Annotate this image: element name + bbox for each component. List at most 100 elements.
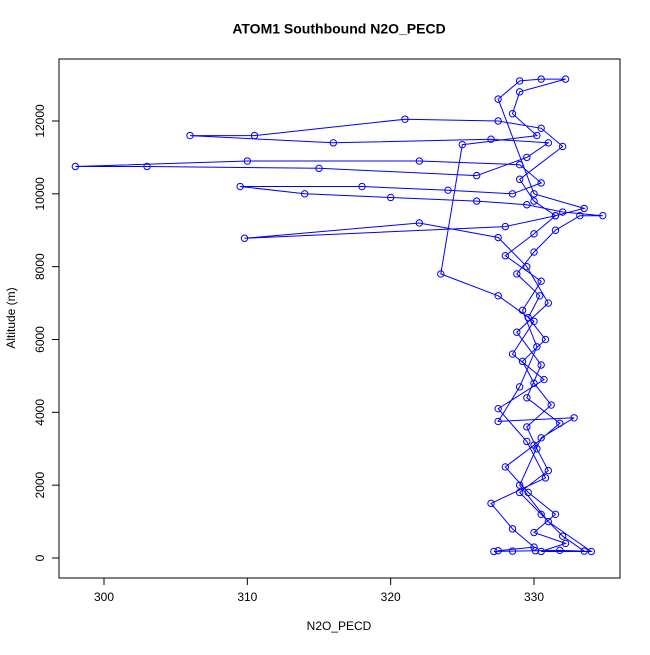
point: [524, 313, 532, 322]
y-tick-label: 12000: [33, 104, 47, 138]
point: [558, 208, 567, 216]
plot-box: [58, 58, 621, 579]
point: [501, 252, 510, 260]
point: [444, 186, 452, 194]
x-tick-label: 330: [524, 590, 544, 604]
point: [494, 117, 502, 125]
point: [508, 547, 517, 555]
point: [515, 175, 524, 183]
point: [531, 547, 540, 555]
point: [544, 299, 553, 307]
point: [472, 171, 481, 180]
point: [523, 153, 531, 162]
chart-title: ATOM1 Southbound N2O_PECD: [232, 21, 445, 37]
point: [143, 162, 151, 171]
point: [523, 423, 531, 431]
point: [533, 343, 541, 351]
point: [558, 142, 567, 151]
point: [494, 417, 502, 426]
point: [544, 466, 553, 475]
point: [494, 233, 502, 242]
point: [494, 95, 502, 103]
y-tick-label: 2000: [33, 471, 47, 498]
point: [547, 401, 555, 409]
y-tick-label: 0: [33, 554, 47, 561]
point: [71, 162, 80, 171]
point: [518, 357, 527, 366]
point: [541, 335, 550, 344]
point: [537, 547, 545, 556]
point: [523, 262, 531, 271]
point: [501, 463, 510, 471]
point: [587, 547, 596, 556]
point: [513, 270, 521, 278]
point: [508, 190, 517, 198]
y-tick-label: 4000: [33, 399, 47, 426]
point: [437, 270, 445, 278]
point: [537, 124, 545, 132]
x-tick-label: 310: [237, 590, 257, 604]
x-axis-label: N2O_PECD: [307, 619, 372, 633]
point: [515, 77, 524, 85]
point: [490, 547, 498, 556]
point: [556, 419, 564, 427]
y-tick-label: 6000: [33, 326, 47, 353]
point: [515, 88, 524, 96]
point: [576, 211, 584, 220]
point: [358, 182, 366, 191]
point: [530, 317, 538, 325]
point: [544, 139, 553, 147]
point: [537, 361, 545, 369]
point: [494, 404, 502, 413]
point: [494, 547, 502, 555]
point: [537, 434, 545, 442]
point: [513, 328, 521, 336]
point: [570, 414, 578, 422]
y-tick-label: 8000: [33, 253, 47, 280]
point: [551, 226, 560, 234]
point: [541, 474, 550, 482]
point: [472, 197, 481, 205]
point: [415, 157, 424, 165]
point: [401, 115, 409, 123]
point: [580, 547, 588, 555]
point: [561, 75, 570, 83]
point: [533, 131, 541, 140]
point: [530, 190, 538, 198]
point: [240, 234, 249, 242]
point: [515, 383, 524, 391]
point: [508, 525, 517, 533]
point: [300, 190, 309, 198]
x-tick-label: 300: [94, 590, 114, 604]
y-tick-label: 10000: [33, 177, 47, 211]
x-tick-label: 320: [381, 590, 401, 604]
point: [561, 539, 570, 548]
point: [518, 306, 527, 315]
point: [540, 375, 548, 384]
point: [515, 160, 524, 169]
point: [494, 292, 502, 300]
point: [386, 193, 395, 202]
point: [524, 488, 532, 497]
point: [530, 248, 538, 256]
point: [523, 201, 531, 209]
point: [537, 179, 545, 187]
point: [530, 528, 538, 537]
point: [537, 75, 545, 83]
point: [458, 140, 467, 149]
point: [530, 230, 538, 238]
point: [556, 546, 564, 555]
point: [487, 499, 495, 508]
point: [501, 222, 510, 231]
point: [315, 164, 323, 173]
point: [558, 532, 567, 540]
point: [599, 211, 607, 220]
point: [530, 197, 538, 205]
point: [544, 517, 553, 526]
point: [508, 110, 517, 118]
point: [536, 292, 544, 300]
point: [250, 131, 259, 140]
